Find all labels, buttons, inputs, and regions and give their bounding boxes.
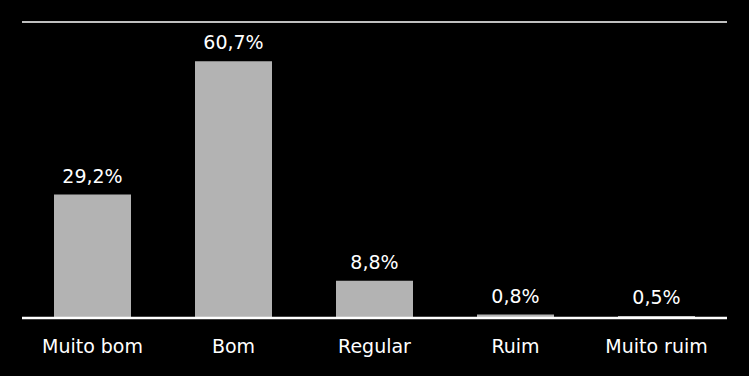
svg-text:Regular: Regular (338, 335, 411, 357)
svg-text:Ruim: Ruim (491, 335, 539, 357)
svg-text:8,8%: 8,8% (350, 251, 398, 273)
svg-text:0,5%: 0,5% (632, 286, 680, 308)
svg-text:60,7%: 60,7% (203, 31, 263, 53)
svg-text:Bom: Bom (212, 335, 255, 357)
svg-text:Muito ruim: Muito ruim (605, 335, 707, 357)
svg-text:Muito bom: Muito bom (42, 335, 143, 357)
svg-text:29,2%: 29,2% (62, 165, 122, 187)
svg-text:0,8%: 0,8% (491, 285, 539, 307)
